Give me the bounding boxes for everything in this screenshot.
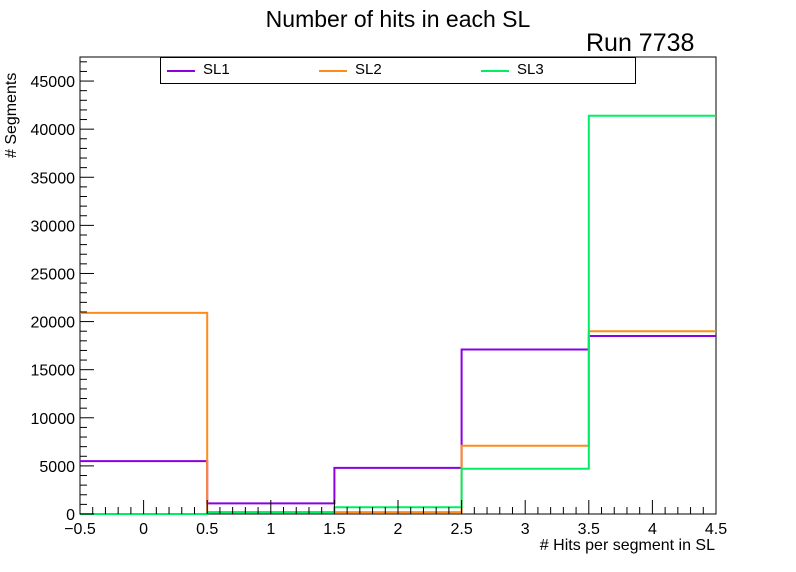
- x-tick-label: 2.5: [450, 521, 472, 538]
- legend-line-sl2: [319, 70, 347, 72]
- series-sl2-line: [80, 311, 716, 514]
- x-tick-label: 3.5: [578, 521, 600, 538]
- legend-line-sl3: [481, 70, 509, 72]
- x-tick-label: 1: [266, 521, 275, 538]
- y-tick-label: 10000: [31, 411, 76, 428]
- x-tick-label: −0.5: [64, 521, 96, 538]
- y-tick-label: 0: [66, 507, 75, 524]
- y-tick-label: 40000: [31, 122, 76, 139]
- x-tick-label: 4: [648, 521, 657, 538]
- x-tick-label: 0.5: [196, 521, 218, 538]
- y-tick-label: 25000: [31, 266, 76, 283]
- y-tick-label: 5000: [39, 459, 75, 476]
- series-sl3-line: [80, 114, 716, 515]
- legend: SL1 SL2 SL3: [160, 57, 636, 84]
- y-axis-label: # Segments: [3, 72, 20, 158]
- y-tick-label: 20000: [31, 315, 76, 332]
- y-tick-label: 30000: [31, 218, 76, 235]
- plot-frame: [79, 56, 717, 515]
- run-label: Run 7738: [586, 29, 695, 57]
- y-tick-label: 15000: [31, 363, 76, 380]
- legend-label-sl3: SL3: [517, 61, 544, 78]
- y-tick-label: 45000: [31, 74, 76, 91]
- chart-title: Number of hits in each SL: [265, 6, 531, 32]
- y-tick-label: 35000: [31, 170, 76, 187]
- series-sl1-line: [80, 335, 716, 505]
- x-tick-label: 0: [139, 521, 148, 538]
- x-tick-label: 2: [394, 521, 403, 538]
- x-tick-label: 1.5: [323, 521, 345, 538]
- x-axis-label: # Hits per segment in SL: [539, 537, 715, 554]
- x-tick-label: 3: [521, 521, 530, 538]
- legend-line-sl1: [167, 70, 195, 72]
- legend-label-sl2: SL2: [355, 61, 382, 78]
- legend-label-sl1: SL1: [203, 61, 230, 78]
- x-tick-label: 4.5: [705, 521, 727, 538]
